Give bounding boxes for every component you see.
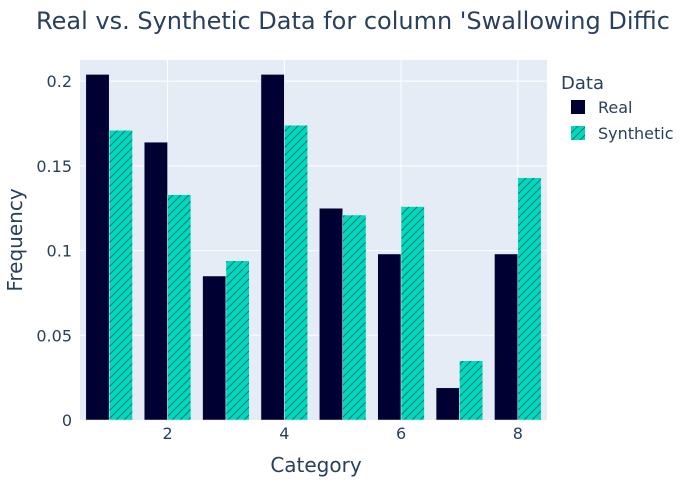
bar-real-6[interactable] xyxy=(377,253,402,421)
bar-synthetic-2[interactable] xyxy=(167,194,192,421)
bar-real-7[interactable] xyxy=(435,387,460,421)
x-tick-label: 4 xyxy=(279,424,289,443)
legend-label-synthetic: Synthetic xyxy=(598,124,674,143)
y-tick-label: 0.05 xyxy=(36,326,72,345)
bar-synthetic-3[interactable] xyxy=(225,260,250,421)
legend-item-synthetic[interactable]: Synthetic xyxy=(571,124,674,143)
x-tick-labels: 2 4 6 8 xyxy=(162,424,522,443)
legend-label-real: Real xyxy=(598,98,633,117)
x-tick-label: 2 xyxy=(162,424,172,443)
bar-real-1[interactable] xyxy=(85,74,110,421)
bar-synthetic-1[interactable] xyxy=(108,130,133,421)
chart-title: Real vs. Synthetic Data for column 'Swal… xyxy=(36,7,670,35)
y-tick-label: 0 xyxy=(62,411,72,430)
bar-synthetic-5[interactable] xyxy=(342,214,367,421)
legend-item-real[interactable]: Real xyxy=(571,98,633,117)
bar-real-3[interactable] xyxy=(202,275,227,421)
legend-swatch-synthetic xyxy=(571,126,585,140)
legend-swatch-real xyxy=(571,100,585,114)
x-axis-label: Category xyxy=(270,453,362,477)
bar-real-8[interactable] xyxy=(494,253,519,421)
y-tick-label: 0.15 xyxy=(36,157,72,176)
bar-synthetic-8[interactable] xyxy=(517,177,542,421)
x-tick-label: 6 xyxy=(396,424,406,443)
y-axis-label: Frequency xyxy=(3,188,27,291)
bar-synthetic-6[interactable] xyxy=(400,206,425,421)
y-tick-labels: 0 0.05 0.1 0.15 0.2 xyxy=(36,72,72,430)
y-tick-label: 0.2 xyxy=(47,72,72,91)
x-tick-label: 8 xyxy=(513,424,523,443)
legend-title: Data xyxy=(561,73,604,94)
bars xyxy=(85,74,542,421)
y-tick-label: 0.1 xyxy=(47,242,72,261)
bar-synthetic-7[interactable] xyxy=(459,360,484,421)
bar-real-5[interactable] xyxy=(319,207,343,421)
bar-real-4[interactable] xyxy=(260,74,285,421)
legend: Data Real Synthetic xyxy=(561,73,674,143)
bar-real-2[interactable] xyxy=(143,141,168,421)
bar-synthetic-4[interactable] xyxy=(284,124,308,421)
